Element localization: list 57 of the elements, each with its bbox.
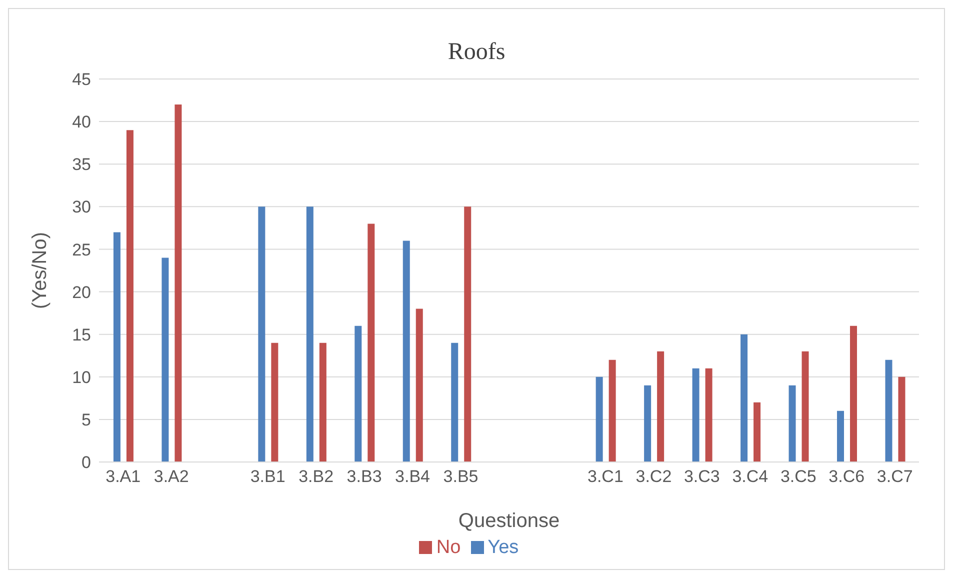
bar xyxy=(802,351,809,462)
bar xyxy=(885,360,892,462)
bar xyxy=(306,206,314,462)
bar xyxy=(898,376,906,462)
bar xyxy=(368,224,375,462)
x-tick-label: 3.C1 xyxy=(588,467,624,486)
x-tick-label: 3.C7 xyxy=(876,467,913,486)
bar xyxy=(754,402,761,462)
x-axis-title: Questionse xyxy=(458,510,560,532)
x-tick-label: 3.B3 xyxy=(346,467,382,486)
y-tick-label: 10 xyxy=(72,368,91,387)
bar xyxy=(319,342,326,462)
y-tick-label: 30 xyxy=(72,198,91,217)
y-tick-label: 20 xyxy=(72,282,91,302)
y-tick-label: 25 xyxy=(72,240,91,260)
x-tick-label: 3.A1 xyxy=(106,467,141,486)
legend-label: Yes xyxy=(488,537,519,558)
bar xyxy=(788,385,796,462)
x-tick-label: 3.B2 xyxy=(298,467,334,486)
y-tick-label: 45 xyxy=(72,70,91,90)
x-tick-label: 3.C4 xyxy=(732,467,768,486)
bar xyxy=(258,206,266,462)
y-tick-label: 0 xyxy=(82,453,91,472)
bar xyxy=(354,326,362,462)
y-tick-label: 35 xyxy=(72,155,91,174)
legend-label: No xyxy=(436,537,461,558)
bar xyxy=(740,334,748,462)
y-tick-label: 15 xyxy=(72,325,91,344)
bar xyxy=(113,232,120,462)
bar xyxy=(464,206,472,462)
bar xyxy=(850,326,857,462)
bar xyxy=(174,104,182,462)
bar xyxy=(271,342,278,462)
bar xyxy=(162,258,169,462)
x-tick-label: 3.C3 xyxy=(684,467,720,486)
x-tick-label: 3.B1 xyxy=(250,467,286,486)
bar xyxy=(451,342,458,462)
x-tick-label: 3.C2 xyxy=(636,467,672,486)
bar xyxy=(837,410,844,462)
x-tick-label: 3.B5 xyxy=(443,467,478,486)
bar xyxy=(416,308,423,462)
bar xyxy=(402,240,410,462)
y-axis-title: (Yes/No) xyxy=(29,232,52,310)
x-tick-label: 3.B4 xyxy=(395,467,430,486)
bar xyxy=(705,368,712,462)
bar xyxy=(596,376,603,462)
bar xyxy=(657,351,664,462)
bar xyxy=(644,385,652,462)
x-tick-label: 3.C6 xyxy=(828,467,865,486)
y-tick-label: 5 xyxy=(82,410,91,430)
x-tick-label: 3.A2 xyxy=(154,467,189,486)
bar xyxy=(608,360,616,462)
bar xyxy=(692,368,700,462)
chart-title: Roofs xyxy=(446,39,506,67)
bar xyxy=(126,130,134,462)
x-tick-label: 3.C5 xyxy=(780,467,816,486)
y-tick-label: 40 xyxy=(72,112,91,132)
